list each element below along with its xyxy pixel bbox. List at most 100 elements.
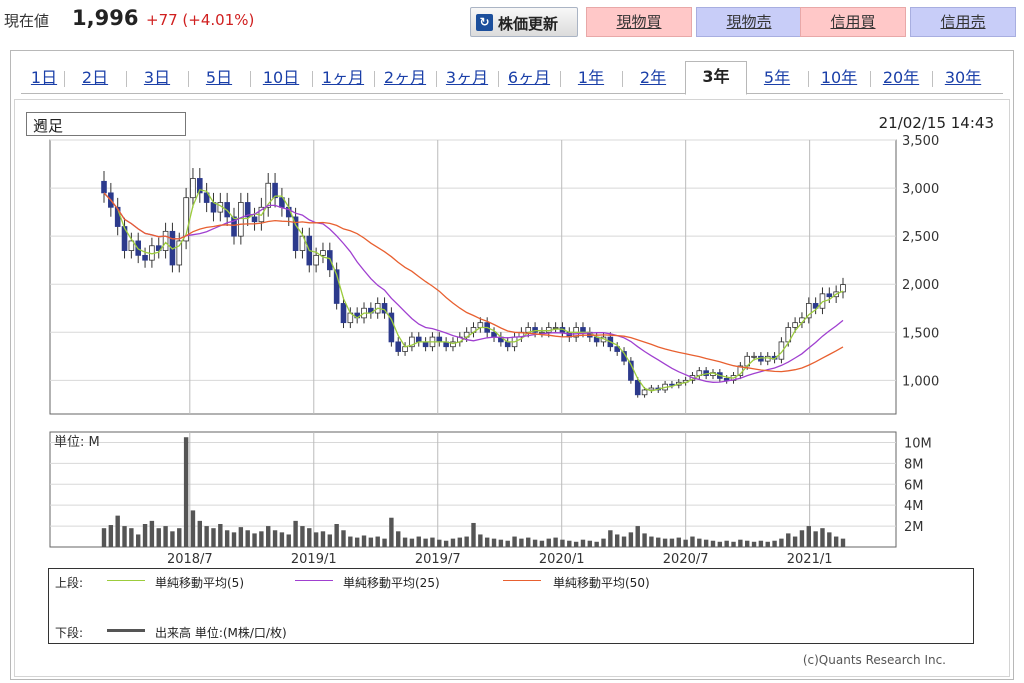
volume-bar [751, 541, 757, 547]
legend-volume: 出来高 単位:(M株/口/枚) [155, 626, 287, 640]
volume-bar [703, 539, 709, 547]
volume-bar [669, 538, 675, 547]
tab-15[interactable]: 20年 [882, 68, 920, 87]
volume-bar [108, 525, 114, 547]
volume-bar [772, 540, 777, 547]
volume-bar [573, 541, 579, 547]
candle-body [272, 182, 278, 199]
tab-7[interactable]: 2ヶ月 [383, 68, 427, 87]
tab-14[interactable]: 10年 [820, 68, 858, 87]
tab-2[interactable]: 2日 [81, 68, 109, 87]
volume-bar [149, 520, 155, 547]
tab-separator [436, 71, 437, 87]
volume-bar [505, 540, 510, 547]
volume-bar [341, 530, 346, 547]
volume-bar [334, 524, 339, 547]
volume-bar [512, 536, 517, 547]
tab-6[interactable]: 1ヶ月 [321, 68, 365, 87]
tab-11[interactable]: 2年 [639, 68, 667, 87]
tab-1[interactable]: 1日 [30, 68, 58, 87]
volume-bar [717, 541, 723, 547]
volume-bar [218, 524, 223, 547]
tab-4[interactable]: 5日 [205, 68, 233, 87]
volume-bar [587, 540, 593, 547]
candle-body [142, 254, 148, 261]
candle-body [238, 202, 244, 237]
volume-bar [614, 534, 620, 547]
candle-body [641, 389, 648, 396]
volume-bar [546, 538, 551, 547]
candle-body [723, 378, 730, 381]
candle-body [580, 327, 586, 333]
tab-5[interactable]: 10日 [262, 68, 300, 87]
volume-bar [170, 531, 175, 547]
tab-3[interactable]: 3日 [143, 68, 171, 87]
candle-body [532, 327, 538, 333]
current-price-label: 現在値 [4, 12, 50, 30]
tab-12[interactable]: 3年 [685, 61, 747, 95]
volume-bar [430, 537, 435, 547]
volume-bar [286, 534, 291, 547]
candle-body [197, 178, 203, 194]
candle-body [101, 180, 107, 194]
volume-bar [498, 539, 504, 547]
interval-select[interactable]: 週足 ⌄ [26, 112, 186, 136]
tab-16[interactable]: 30年 [944, 68, 982, 87]
tab-9[interactable]: 6ヶ月 [507, 68, 551, 87]
volume-bar [293, 520, 298, 547]
spot-sell-button[interactable]: 現物売 [696, 7, 802, 37]
volume-bar [628, 532, 634, 547]
volume-bar [539, 540, 545, 547]
candle-body [648, 387, 655, 391]
volume-bar [608, 530, 613, 547]
volume-bar [690, 536, 695, 547]
margin-sell-button[interactable]: 信用売 [910, 7, 1016, 37]
chart-timestamp: 21/02/15 14:43 [878, 114, 994, 132]
candle-body [778, 341, 785, 360]
volume-bar [197, 520, 202, 547]
volume-bar [354, 537, 360, 547]
volume-bar [594, 541, 599, 547]
candle-body [422, 341, 429, 348]
update-price-button[interactable]: ↻ 株価更新 [470, 7, 578, 37]
volume-tick-label: 6M [904, 478, 924, 493]
tab-8[interactable]: 3ヶ月 [445, 68, 489, 87]
price-tick-label: 3,000 [902, 182, 939, 197]
volume-bar [266, 526, 271, 547]
volume-bar [115, 515, 120, 547]
price-change: +77 (+4.01%) [146, 11, 255, 29]
volume-tick-label: 10M [904, 436, 932, 451]
spot-buy-button[interactable]: 現物買 [586, 7, 692, 37]
volume-bar [649, 536, 654, 547]
tab-separator [64, 71, 65, 87]
candle-body [340, 303, 347, 324]
tab-separator [622, 71, 623, 87]
margin-buy-button[interactable]: 信用買 [800, 7, 906, 37]
candle-body [402, 346, 408, 352]
candle-body [812, 303, 819, 309]
chart-area [14, 99, 1010, 677]
candle-body [436, 336, 443, 343]
volume-bar [211, 528, 216, 547]
chevron-down-icon: ⌄ [33, 114, 45, 130]
volume-bar [320, 531, 326, 547]
volume-bar [389, 517, 394, 547]
volume-bar [437, 539, 442, 547]
candle-body [388, 312, 395, 343]
legend-ma5-swatch [107, 580, 145, 581]
volume-bar [519, 538, 524, 547]
candle-body [265, 182, 272, 208]
volume-bar [765, 541, 770, 547]
volume-bar [136, 534, 141, 547]
volume-bar [327, 534, 333, 547]
volume-bar [177, 528, 182, 547]
tab-10[interactable]: 1年 [577, 68, 605, 87]
tab-separator [498, 71, 499, 87]
candle-body [450, 341, 456, 348]
period-tabs: 1日 2日 3日 5日 10日 1ヶ月 2ヶ月 3ヶ月 6ヶ月 1年 2年 3年 5年 10年 20年 30年 [21, 59, 1003, 95]
tab-13[interactable]: 5年 [763, 68, 791, 87]
candle-body [244, 202, 251, 218]
ma50-line [103, 192, 844, 373]
volume-bar [443, 540, 449, 547]
candle-body [292, 216, 299, 251]
